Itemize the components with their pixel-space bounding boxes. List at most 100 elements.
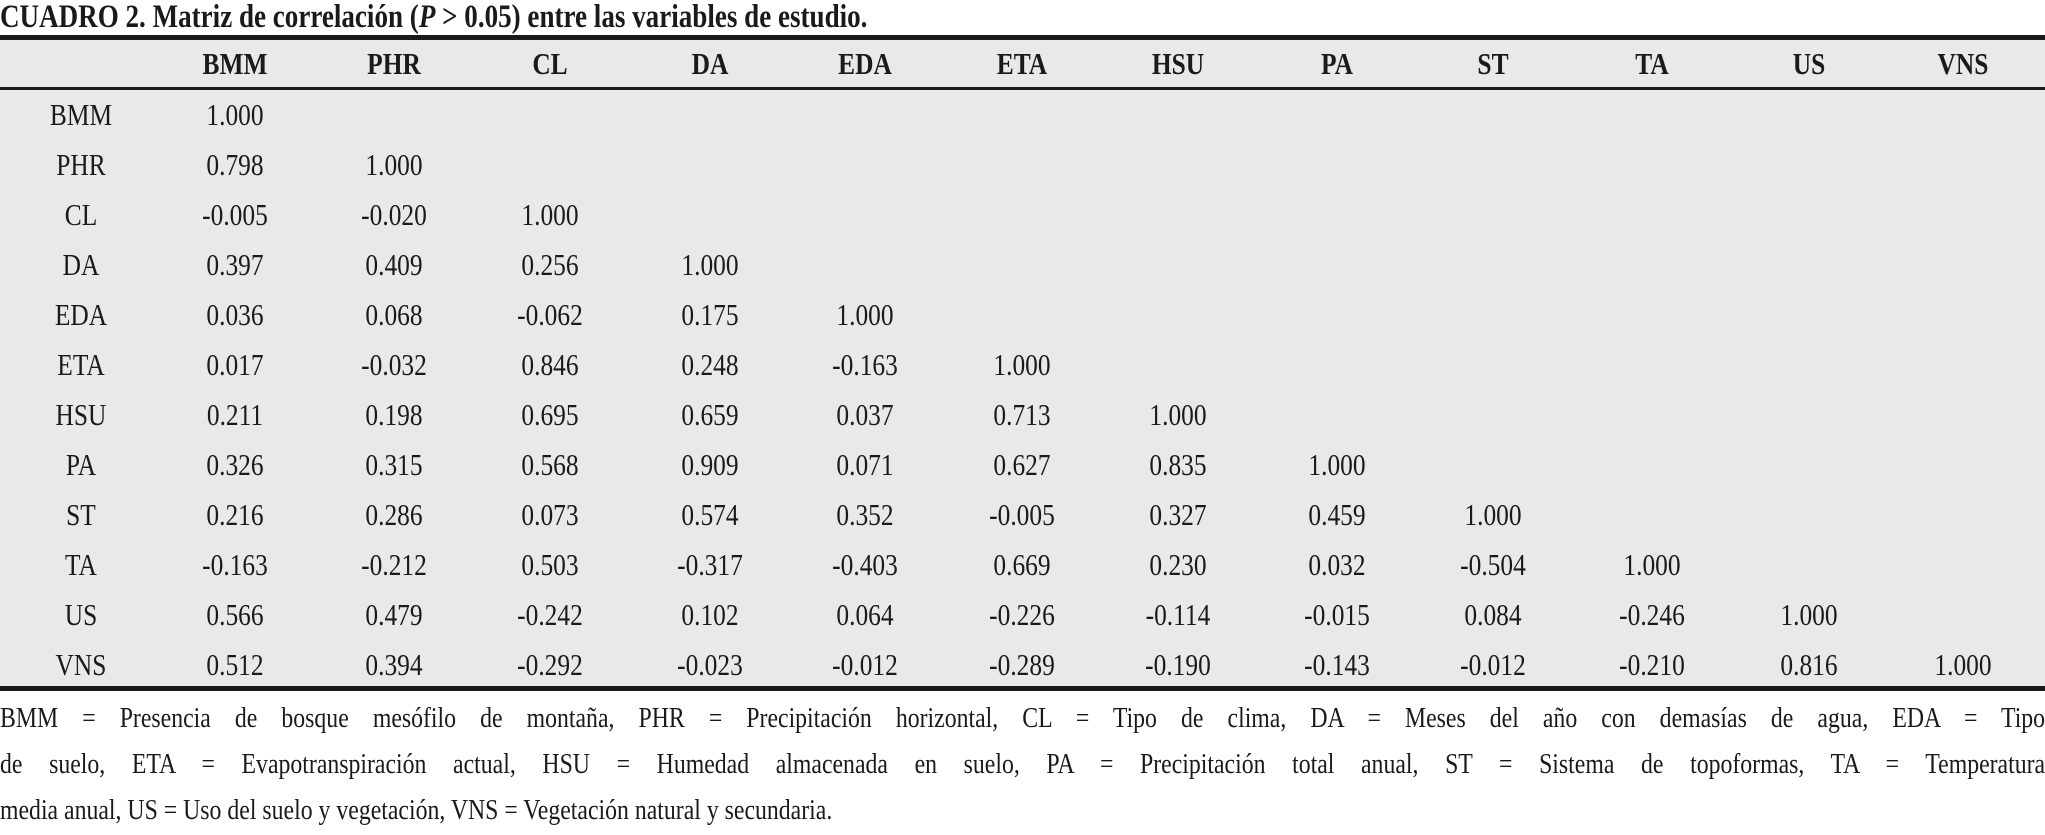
matrix-cell: 1.000	[1623, 547, 1681, 582]
column-header-pa: PA	[1320, 46, 1353, 81]
column-header-hsu: HSU	[1151, 46, 1205, 81]
matrix-cell: 0.286	[365, 497, 423, 532]
matrix-cell: 1.000	[1934, 647, 1992, 682]
row-label-ta: TA	[65, 547, 97, 582]
matrix-cell: -0.163	[832, 347, 898, 382]
header-rule	[0, 87, 2045, 90]
matrix-cell: 0.352	[836, 497, 894, 532]
matrix-cell: 0.064	[836, 597, 894, 632]
matrix-cell: -0.012	[832, 647, 898, 682]
matrix-cell: 0.394	[365, 647, 423, 682]
matrix-cell: 0.315	[365, 447, 423, 482]
matrix-cell: 0.713	[993, 397, 1051, 432]
row-label-us: US	[64, 597, 98, 632]
matrix-cell: -0.246	[1619, 597, 1685, 632]
column-header-us: US	[1792, 46, 1826, 81]
matrix-cell: -0.210	[1619, 647, 1685, 682]
matrix-cell: 0.211	[206, 397, 264, 432]
matrix-cell: 1.000	[521, 197, 579, 232]
matrix-cell: 1.000	[993, 347, 1051, 382]
matrix-cell: 0.216	[206, 497, 264, 532]
matrix-cell: 0.102	[681, 597, 739, 632]
matrix-cell: -0.143	[1304, 647, 1370, 682]
matrix-cell: -0.020	[361, 197, 427, 232]
row-label-cl: CL	[64, 197, 98, 232]
footnote-line-3: media anual, US = Uso del suelo y vegeta…	[0, 794, 833, 826]
matrix-cell: -0.005	[202, 197, 268, 232]
matrix-cell: 0.695	[521, 397, 579, 432]
row-label-da: DA	[62, 247, 100, 282]
matrix-cell: 0.248	[681, 347, 739, 382]
matrix-cell: 0.659	[681, 397, 739, 432]
matrix-cell: 0.084	[1464, 597, 1522, 632]
matrix-cell: 0.568	[521, 447, 579, 482]
matrix-cell: -0.005	[989, 497, 1055, 532]
matrix-cell: -0.317	[677, 547, 743, 582]
matrix-cell: 1.000	[836, 297, 894, 332]
matrix-cell: 0.175	[681, 297, 739, 332]
matrix-cell: 0.503	[521, 547, 579, 582]
matrix-cell: -0.163	[202, 547, 268, 582]
title-prefix: CUADRO 2. Matriz de correlación (	[0, 0, 419, 35]
matrix-cell: 0.566	[206, 597, 264, 632]
matrix-cell: 1.000	[1464, 497, 1522, 532]
footnote-line-1: BMM = Presencia de bosque mesófilo de mo…	[0, 702, 2045, 734]
matrix-cell: 1.000	[206, 97, 264, 132]
row-label-hsu: HSU	[55, 397, 107, 432]
title-italic-p: P	[418, 0, 436, 35]
matrix-cell: 0.032	[1308, 547, 1366, 582]
matrix-cell: 0.256	[521, 247, 579, 282]
matrix-cell: 1.000	[1308, 447, 1366, 482]
row-label-bmm: BMM	[49, 97, 113, 132]
matrix-cell: 0.846	[521, 347, 579, 382]
column-header-bmm: BMM	[202, 46, 268, 81]
matrix-cell: 0.397	[206, 247, 264, 282]
column-header-cl: CL	[532, 46, 568, 81]
matrix-cell: -0.289	[989, 647, 1055, 682]
column-header-eda: EDA	[838, 46, 892, 81]
matrix-cell: 0.835	[1149, 447, 1207, 482]
column-header-da: DA	[691, 46, 729, 81]
matrix-cell: -0.190	[1145, 647, 1211, 682]
matrix-cell: 0.669	[993, 547, 1051, 582]
row-label-eta: ETA	[57, 347, 105, 382]
matrix-cell: 0.574	[681, 497, 739, 532]
matrix-cell: 0.037	[836, 397, 894, 432]
matrix-cell: 0.909	[681, 447, 739, 482]
matrix-cell: -0.403	[832, 547, 898, 582]
column-header-eta: ETA	[996, 46, 1048, 81]
title-suffix: > 0.05) entre las variables de estudio.	[435, 0, 868, 35]
matrix-cell: 0.230	[1149, 547, 1207, 582]
matrix-cell: 0.198	[365, 397, 423, 432]
row-label-pa: PA	[65, 447, 97, 482]
table-title: CUADRO 2. Matriz de correlación (P > 0.0…	[0, 0, 867, 36]
matrix-cell: -0.504	[1460, 547, 1526, 582]
matrix-cell: 0.036	[206, 297, 264, 332]
table-background	[0, 37, 2045, 689]
top-rule	[0, 35, 2045, 40]
row-label-st: ST	[66, 497, 96, 532]
matrix-cell: -0.226	[989, 597, 1055, 632]
matrix-cell: 0.068	[365, 297, 423, 332]
matrix-cell: 0.409	[365, 247, 423, 282]
matrix-cell: 1.000	[1780, 597, 1838, 632]
matrix-cell: -0.012	[1460, 647, 1526, 682]
matrix-cell: -0.114	[1145, 597, 1211, 632]
column-header-ta: TA	[1635, 46, 1669, 81]
matrix-cell: 0.326	[206, 447, 264, 482]
matrix-cell: 0.459	[1308, 497, 1366, 532]
row-label-phr: PHR	[56, 147, 106, 182]
matrix-cell: 0.327	[1149, 497, 1207, 532]
matrix-cell: -0.242	[517, 597, 583, 632]
matrix-cell: 0.816	[1780, 647, 1838, 682]
matrix-cell: 0.512	[206, 647, 264, 682]
matrix-cell: 0.073	[521, 497, 579, 532]
row-label-eda: EDA	[54, 297, 108, 332]
column-header-phr: PHR	[367, 46, 421, 81]
matrix-cell: 1.000	[681, 247, 739, 282]
matrix-cell: 0.798	[206, 147, 264, 182]
column-header-st: ST	[1477, 46, 1509, 81]
matrix-cell: -0.062	[517, 297, 583, 332]
matrix-cell: 1.000	[1149, 397, 1207, 432]
